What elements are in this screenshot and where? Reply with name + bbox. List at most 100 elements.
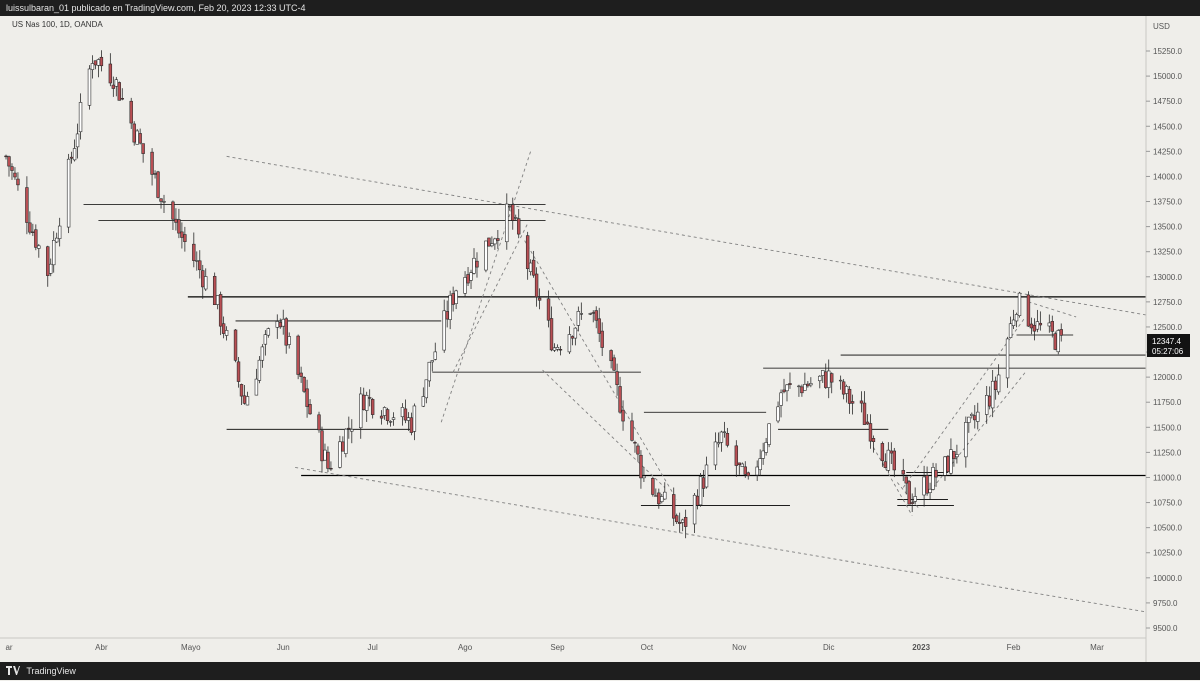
bearish-candle[interactable] — [987, 395, 992, 407]
bearish-candle[interactable] — [859, 400, 864, 404]
bullish-candle[interactable] — [949, 449, 953, 474]
bullish-candle[interactable] — [567, 334, 572, 353]
bearish-candle[interactable] — [824, 371, 828, 388]
bearish-candle[interactable] — [639, 454, 643, 479]
bullish-candle[interactable] — [364, 395, 369, 411]
bearish-candle[interactable] — [201, 270, 205, 288]
bearish-candle[interactable] — [305, 388, 309, 407]
bearish-candle[interactable] — [558, 349, 563, 351]
bearish-candle[interactable] — [737, 462, 742, 465]
bullish-candle[interactable] — [514, 217, 518, 219]
bullish-candle[interactable] — [96, 59, 101, 66]
bullish-candle[interactable] — [406, 417, 411, 421]
bearish-candle[interactable] — [183, 234, 187, 242]
bearish-candle[interactable] — [299, 372, 303, 377]
bearish-candle[interactable] — [525, 235, 530, 269]
bearish-candle[interactable] — [236, 361, 241, 382]
bullish-candle[interactable] — [400, 407, 405, 418]
bullish-candle[interactable] — [996, 374, 1001, 393]
bearish-candle[interactable] — [672, 494, 676, 519]
bearish-candle[interactable] — [889, 450, 894, 454]
bearish-candle[interactable] — [46, 246, 50, 276]
bearish-candle[interactable] — [138, 133, 142, 144]
time-axis[interactable]: ar Abr Mayo Jun Jul Ago Sep Oct Nov Dic 2023 Feb Mar — [5, 643, 1104, 652]
bearish-candle[interactable] — [865, 421, 870, 425]
bullish-candle[interactable] — [382, 407, 387, 416]
bullish-candle[interactable] — [37, 245, 41, 249]
bearish-candle[interactable] — [782, 389, 786, 393]
bearish-candle[interactable] — [278, 322, 282, 328]
bearish-candle[interactable] — [7, 156, 11, 167]
bullish-candle[interactable] — [970, 413, 974, 416]
bearish-candle[interactable] — [1032, 325, 1037, 332]
bearish-candle[interactable] — [341, 441, 345, 452]
bearish-candle[interactable] — [31, 231, 35, 233]
bullish-candle[interactable] — [821, 370, 825, 376]
bearish-candle[interactable] — [910, 502, 914, 504]
bullish-candle[interactable] — [528, 262, 533, 272]
trend-line[interactable] — [440, 151, 532, 423]
bullish-candle[interactable] — [260, 346, 265, 361]
bearish-candle[interactable] — [347, 427, 351, 430]
bearish-candle[interactable] — [409, 417, 414, 433]
bearish-candle[interactable] — [233, 329, 238, 361]
bullish-candle[interactable] — [87, 68, 92, 106]
bearish-candle[interactable] — [69, 156, 74, 159]
bullish-candle[interactable] — [75, 133, 80, 148]
bullish-candle[interactable] — [755, 466, 759, 476]
bearish-candle[interactable] — [451, 293, 455, 305]
bearish-candle[interactable] — [973, 415, 977, 421]
candles[interactable] — [4, 50, 1063, 539]
bullish-candle[interactable] — [555, 347, 560, 350]
bearish-candle[interactable] — [883, 461, 888, 468]
bearish-candle[interactable] — [132, 123, 136, 143]
bullish-candle[interactable] — [838, 379, 843, 382]
bullish-candle[interactable] — [928, 488, 932, 493]
bearish-candle[interactable] — [675, 515, 679, 523]
bearish-candle[interactable] — [475, 260, 479, 268]
bullish-candle[interactable] — [1047, 322, 1052, 327]
bullish-candle[interactable] — [713, 441, 718, 466]
bullish-candle[interactable] — [704, 464, 709, 488]
bearish-candle[interactable] — [925, 475, 929, 494]
bearish-candle[interactable] — [850, 401, 855, 404]
bullish-candle[interactable] — [698, 476, 703, 506]
bullish-candle[interactable] — [654, 495, 658, 497]
bearish-candle[interactable] — [177, 219, 181, 234]
bullish-candle[interactable] — [433, 351, 437, 360]
bearish-candle[interactable] — [701, 477, 706, 489]
bullish-candle[interactable] — [505, 203, 509, 243]
bearish-candle[interactable] — [379, 415, 384, 419]
bullish-candle[interactable] — [448, 294, 452, 320]
bearish-candle[interactable] — [597, 318, 601, 334]
trend-line[interactable] — [295, 466, 1147, 613]
bearish-candle[interactable] — [28, 222, 32, 233]
bullish-candle[interactable] — [469, 272, 473, 281]
bullish-candle[interactable] — [52, 240, 56, 266]
bullish-candle[interactable] — [844, 386, 849, 394]
bullish-candle[interactable] — [1014, 314, 1019, 322]
bullish-candle[interactable] — [490, 243, 494, 247]
bearish-candle[interactable] — [1029, 323, 1034, 329]
bullish-candle[interactable] — [66, 158, 71, 228]
bullish-candle[interactable] — [1005, 338, 1010, 379]
bearish-candle[interactable] — [830, 373, 834, 383]
trend-line[interactable] — [226, 155, 1147, 316]
bearish-candle[interactable] — [746, 472, 750, 477]
bearish-candle[interactable] — [218, 294, 223, 327]
trend-line[interactable] — [1028, 301, 1077, 318]
bearish-candle[interactable] — [329, 467, 333, 470]
bearish-candle[interactable] — [25, 187, 29, 223]
bearish-candle[interactable] — [1038, 322, 1043, 326]
bearish-candle[interactable] — [153, 173, 157, 175]
bullish-candle[interactable] — [224, 330, 229, 336]
bearish-candle[interactable] — [743, 466, 747, 475]
bearish-candle[interactable] — [111, 84, 116, 89]
bullish-candle[interactable] — [576, 311, 581, 326]
bullish-candle[interactable] — [135, 130, 139, 145]
bearish-candle[interactable] — [174, 218, 178, 223]
bearish-candle[interactable] — [901, 470, 905, 475]
bearish-candle[interactable] — [320, 430, 324, 462]
bullish-candle[interactable] — [964, 422, 968, 458]
bullish-candle[interactable] — [391, 417, 396, 420]
